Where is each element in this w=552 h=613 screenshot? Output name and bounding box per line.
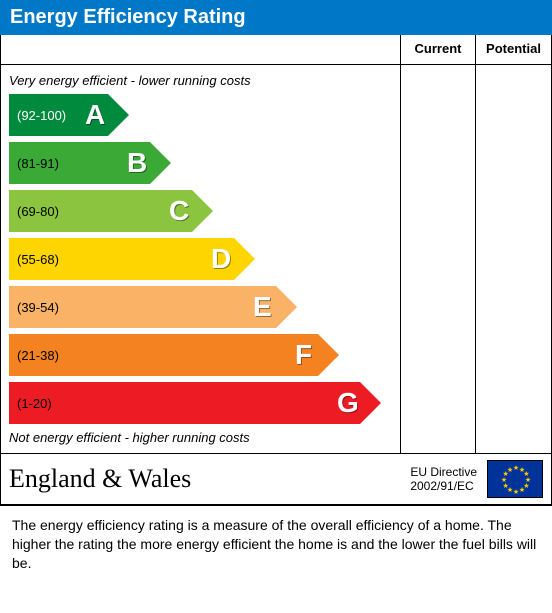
band-range: (21-38)	[9, 348, 59, 363]
caption-bottom: Not energy efficient - higher running co…	[9, 430, 392, 445]
band-letter: D	[211, 243, 231, 275]
eu-flag-icon: ★★★★★★★★★★★★	[487, 460, 543, 498]
band-letter: E	[253, 291, 272, 323]
eu-star-icon: ★	[507, 466, 513, 474]
directive-line2: 2002/91/EC	[410, 479, 477, 493]
directive-line1: EU Directive	[410, 465, 477, 479]
eu-star-icon: ★	[513, 488, 519, 496]
band-range: (81-91)	[9, 156, 59, 171]
footer-row: England & Wales EU Directive 2002/91/EC …	[1, 454, 551, 505]
band-range: (39-54)	[9, 300, 59, 315]
rating-band-f: (21-38) F	[9, 334, 339, 376]
header-empty	[1, 35, 401, 65]
directive: EU Directive 2002/91/EC	[410, 465, 477, 494]
caption-top: Very energy efficient - lower running co…	[9, 73, 392, 88]
band-letter: C	[169, 195, 189, 227]
title-text: Energy Efficiency Rating	[10, 6, 246, 28]
bar-shape	[9, 382, 381, 424]
title-bar: Energy Efficiency Rating	[0, 0, 552, 35]
band-letter: G	[337, 387, 359, 419]
header-row: Current Potential	[1, 35, 551, 65]
band-range: (55-68)	[9, 252, 59, 267]
body-row: Very energy efficient - lower running co…	[1, 65, 551, 454]
band-letter: B	[127, 147, 147, 179]
rating-band-c: (69-80) C	[9, 190, 213, 232]
chart-area: Very energy efficient - lower running co…	[1, 65, 401, 453]
rating-bars: (92-100) A (81-91) B (69-80) C (55-68) D (39-54)…	[9, 94, 392, 424]
band-range: (92-100)	[9, 108, 66, 123]
current-col-empty	[401, 65, 476, 453]
band-letter: A	[85, 99, 105, 131]
band-range: (1-20)	[9, 396, 52, 411]
rating-band-d: (55-68) D	[9, 238, 255, 280]
header-current: Current	[401, 35, 476, 65]
header-potential: Potential	[476, 35, 551, 65]
rating-band-a: (92-100) A	[9, 94, 129, 136]
band-letter: F	[295, 339, 312, 371]
rating-band-e: (39-54) E	[9, 286, 297, 328]
rating-band-g: (1-20) G	[9, 382, 381, 424]
rating-band-b: (81-91) B	[9, 142, 171, 184]
description-text: The energy efficiency rating is a measur…	[0, 506, 552, 573]
eu-star-icon: ★	[519, 486, 525, 494]
potential-col-empty	[476, 65, 551, 453]
region-label: England & Wales	[9, 464, 400, 494]
rating-table: Current Potential Very energy efficient …	[0, 35, 552, 506]
band-range: (69-80)	[9, 204, 59, 219]
